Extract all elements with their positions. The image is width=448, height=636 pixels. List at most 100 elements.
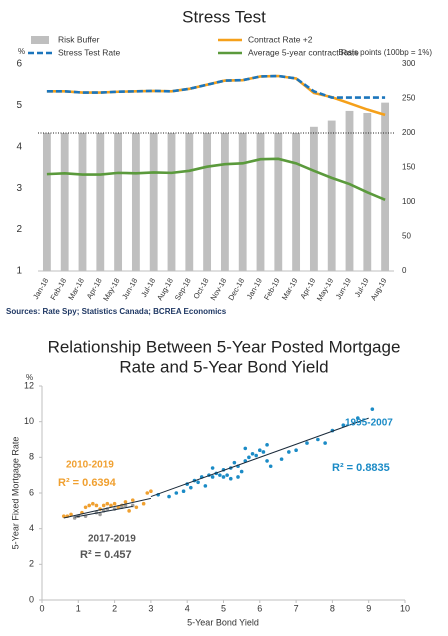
point bbox=[189, 485, 193, 490]
point bbox=[105, 501, 110, 506]
legend-swatch bbox=[31, 36, 49, 44]
y2-tick-label: 50 bbox=[402, 232, 411, 241]
line bbox=[46, 157, 386, 201]
point bbox=[109, 503, 113, 508]
y-tick-label: 1 bbox=[16, 266, 22, 277]
bar bbox=[60, 133, 69, 271]
x-tick-label: Feb-19 bbox=[262, 276, 282, 301]
point bbox=[228, 476, 233, 481]
trend-line bbox=[74, 505, 133, 518]
y2-tick-label: 100 bbox=[402, 197, 416, 206]
trend-line bbox=[63, 497, 152, 519]
point bbox=[287, 450, 291, 454]
r-squared: R² = 0.6394 bbox=[58, 477, 117, 489]
bar bbox=[167, 133, 176, 271]
x-tick-label: Sep-18 bbox=[173, 276, 193, 301]
point bbox=[232, 460, 237, 465]
y-tick-label: 3 bbox=[16, 183, 22, 194]
y-axis-label: 5-Year Fixed Mortgage Rate bbox=[10, 437, 20, 550]
bar bbox=[185, 133, 194, 271]
x-tick-label: Dec-18 bbox=[226, 276, 246, 301]
point bbox=[370, 407, 375, 411]
x-tick-label: 10 bbox=[400, 603, 410, 613]
point bbox=[279, 457, 284, 461]
point bbox=[305, 441, 309, 445]
y-tick-label: 2 bbox=[29, 559, 34, 569]
y-axis-unit: % bbox=[18, 47, 25, 56]
y-tick-label: 8 bbox=[29, 452, 34, 462]
series-label: 2017-2019 bbox=[88, 534, 136, 545]
y-axis-unit: % bbox=[26, 373, 33, 382]
point bbox=[61, 514, 66, 518]
x-tick-label: 1 bbox=[76, 603, 81, 613]
x-tick-label: Aug-18 bbox=[155, 276, 175, 301]
point bbox=[134, 505, 139, 510]
y2-tick-label: 0 bbox=[402, 266, 407, 275]
point bbox=[130, 498, 135, 502]
point bbox=[94, 503, 99, 508]
legend-label: Stress Test Rate bbox=[58, 47, 120, 57]
y-tick-label: 4 bbox=[29, 523, 34, 533]
y-tick-label: 6 bbox=[16, 59, 22, 70]
point bbox=[181, 489, 186, 494]
y-tick-label: 6 bbox=[29, 487, 34, 497]
line bbox=[46, 74, 386, 117]
series-label: 1995-2007 bbox=[345, 418, 393, 429]
point bbox=[254, 453, 258, 458]
point bbox=[265, 459, 269, 463]
point bbox=[225, 473, 229, 477]
bar bbox=[96, 133, 105, 271]
x-tick-label: 9 bbox=[366, 603, 371, 613]
x-tick-label: 4 bbox=[185, 603, 190, 613]
point bbox=[265, 443, 269, 447]
point bbox=[316, 437, 320, 442]
series-label: 2010-2019 bbox=[66, 460, 114, 471]
chart-title: Stress Test bbox=[182, 7, 266, 26]
bar bbox=[292, 133, 301, 271]
y2-tick-label: 200 bbox=[402, 128, 416, 137]
legend-label: Risk Buffer bbox=[58, 34, 100, 44]
bar bbox=[256, 133, 265, 271]
point bbox=[174, 491, 179, 495]
x-tick-label: Mar-18 bbox=[66, 276, 86, 301]
point bbox=[341, 423, 346, 428]
point bbox=[294, 448, 298, 453]
point bbox=[91, 501, 95, 506]
x-tick-label: 6 bbox=[257, 603, 262, 613]
x-tick-label: May-18 bbox=[101, 276, 121, 302]
bar bbox=[131, 133, 140, 271]
point bbox=[258, 448, 262, 453]
point bbox=[218, 473, 222, 477]
point bbox=[196, 480, 200, 485]
bar bbox=[238, 133, 247, 271]
bar bbox=[203, 133, 212, 271]
point bbox=[167, 494, 171, 499]
point bbox=[98, 512, 102, 517]
point bbox=[247, 455, 251, 460]
point bbox=[356, 416, 360, 420]
point bbox=[149, 489, 153, 494]
point bbox=[141, 501, 146, 506]
y-tick-label: 12 bbox=[24, 380, 34, 390]
point bbox=[203, 484, 208, 488]
x-tick-label: 5 bbox=[221, 603, 226, 613]
point bbox=[127, 509, 131, 513]
point bbox=[123, 500, 128, 504]
chart-title: Rate and 5-Year Bond Yield bbox=[119, 357, 328, 376]
point bbox=[239, 469, 244, 474]
bar bbox=[220, 133, 229, 271]
point bbox=[210, 475, 215, 479]
y-tick-label: 0 bbox=[29, 594, 34, 604]
y2-tick-label: 300 bbox=[402, 59, 416, 68]
x-tick-label: 3 bbox=[148, 603, 153, 613]
y2-tick-label: 150 bbox=[402, 163, 416, 172]
point bbox=[145, 491, 150, 495]
x-tick-label: Nov-18 bbox=[208, 276, 228, 301]
r-squared: R² = 0.8835 bbox=[332, 462, 390, 474]
x-tick-label: Jul-18 bbox=[139, 276, 157, 298]
point bbox=[323, 441, 327, 445]
point bbox=[221, 475, 226, 479]
source-note: Sources: Rate Spy; Statistics Canada; BC… bbox=[6, 307, 227, 316]
r-squared: R² = 0.457 bbox=[80, 549, 132, 561]
bar bbox=[327, 120, 336, 271]
